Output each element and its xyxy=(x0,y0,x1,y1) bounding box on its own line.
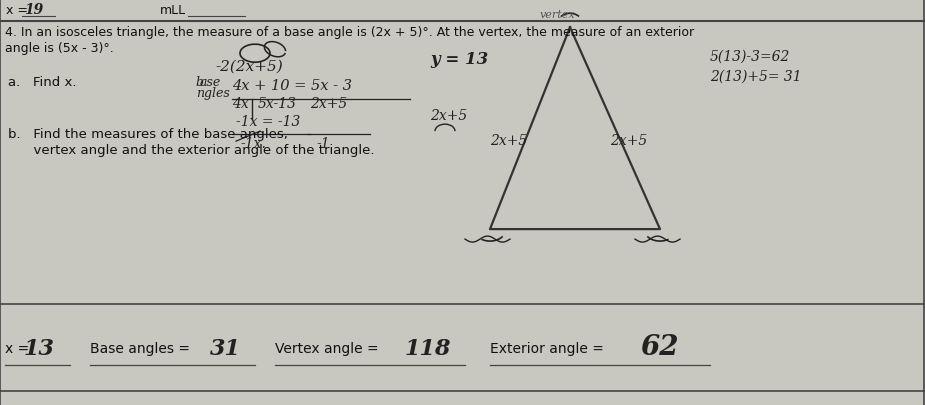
Text: 31: 31 xyxy=(210,337,241,359)
Text: 5(13)-3=62: 5(13)-3=62 xyxy=(710,49,790,63)
Text: 4. In an isosceles triangle, the measure of a base angle is (2x + 5)°. At the ve: 4. In an isosceles triangle, the measure… xyxy=(5,26,694,39)
Text: y = 13: y = 13 xyxy=(430,51,488,68)
Text: 2x+5: 2x+5 xyxy=(430,109,467,123)
Text: mLL: mLL xyxy=(160,4,186,17)
Text: 13: 13 xyxy=(24,337,55,359)
Text: 19: 19 xyxy=(24,3,43,17)
Text: -1x = -13: -1x = -13 xyxy=(236,115,301,129)
Text: x =: x = xyxy=(5,341,30,355)
Text: Exterior angle =: Exterior angle = xyxy=(490,341,604,355)
Text: angle is (5x - 3)°.: angle is (5x - 3)°. xyxy=(5,42,114,55)
Text: a.   Find x.: a. Find x. xyxy=(8,76,77,89)
Text: 2x+5: 2x+5 xyxy=(490,134,527,148)
Text: -2(2x+5): -2(2x+5) xyxy=(215,59,283,73)
Text: vertex: vertex xyxy=(540,10,575,20)
Text: vertex angle and the exterior angle of the triangle.: vertex angle and the exterior angle of t… xyxy=(8,144,375,157)
Text: ase: ase xyxy=(200,76,221,89)
Text: 62: 62 xyxy=(640,333,679,360)
Text: 2x+5: 2x+5 xyxy=(310,97,347,111)
Text: -1: -1 xyxy=(316,137,329,151)
Text: 4x: 4x xyxy=(232,97,249,111)
Text: 2x+5: 2x+5 xyxy=(610,134,648,148)
Text: b.   Find the measures of the base angles,: b. Find the measures of the base angles, xyxy=(8,128,288,141)
Text: Base angles =: Base angles = xyxy=(90,341,190,355)
Text: 2(13)+5= 31: 2(13)+5= 31 xyxy=(710,69,802,83)
Text: Vertex angle =: Vertex angle = xyxy=(275,341,378,355)
Text: 118: 118 xyxy=(405,337,451,359)
Text: 5x-13: 5x-13 xyxy=(258,97,297,111)
Text: ngles: ngles xyxy=(196,87,229,100)
Text: x =: x = xyxy=(6,4,28,17)
Text: -1x.: -1x. xyxy=(240,137,265,151)
Text: 4x + 10 = 5x - 3: 4x + 10 = 5x - 3 xyxy=(232,79,352,93)
Text: b: b xyxy=(195,76,203,89)
